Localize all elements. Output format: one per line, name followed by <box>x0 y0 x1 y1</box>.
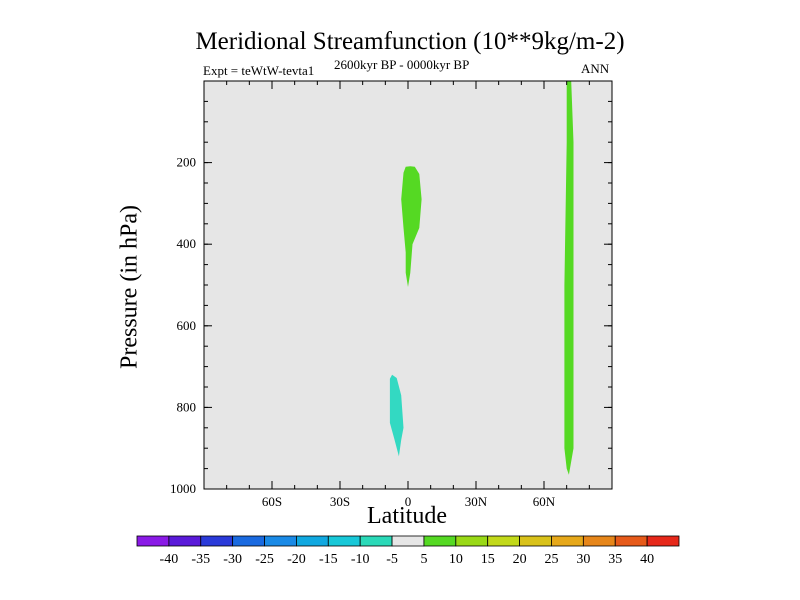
colorbar-box <box>646 535 680 547</box>
colorbar-label: 5 <box>420 552 427 567</box>
colorbar-box <box>200 535 234 547</box>
y-tick-label: 600 <box>177 318 197 333</box>
colorbar-label: 15 <box>481 552 495 567</box>
colorbar-label: -30 <box>223 552 242 567</box>
season-label: ANN <box>581 61 610 76</box>
colorbar-label: 40 <box>640 552 654 567</box>
colorbar-label: -10 <box>351 552 370 567</box>
y-tick-label: 800 <box>177 399 197 414</box>
colorbar-box <box>327 535 361 547</box>
colorbar-label: 25 <box>544 552 558 567</box>
x-tick-label: 60S <box>262 494 282 509</box>
colorbar-box <box>519 535 552 547</box>
y-tick-label: 400 <box>177 236 197 251</box>
period-label: 2600kyr BP - 0000kyr BP <box>334 57 470 72</box>
colorbar-box <box>487 535 520 547</box>
colorbar-box <box>391 535 425 547</box>
colorbar-label: -40 <box>160 552 179 567</box>
colorbar-box <box>168 535 202 547</box>
colorbar-label: -25 <box>255 552 274 567</box>
colorbar-label: -20 <box>287 552 306 567</box>
colorbar-box <box>296 535 329 547</box>
plot-frame <box>203 80 613 490</box>
colorbar-label: -15 <box>319 552 338 567</box>
colorbar-box <box>614 535 648 547</box>
chart-title: Meridional Streamfunction (10**9kg/m-2) <box>195 28 625 55</box>
colorbar-box <box>359 535 393 547</box>
colorbar-box <box>264 535 297 547</box>
x-axis-label: Latitude <box>367 503 447 529</box>
colorbar-box <box>455 535 489 547</box>
colorbar-label: 30 <box>576 552 590 567</box>
colorbar-box <box>551 535 584 547</box>
colorbar-label: 35 <box>608 552 622 567</box>
colorbar-label: -35 <box>191 552 210 567</box>
equatorial-upper-positive-cell <box>401 166 422 287</box>
x-tick-label: 0 <box>405 494 412 509</box>
colorbar-box <box>423 535 457 547</box>
colorbar-box <box>136 535 170 547</box>
y-tick-label: 200 <box>177 155 197 170</box>
north-60-positive-cell <box>564 81 574 475</box>
y-tick-label: 1000 <box>170 481 196 496</box>
y-axis-label: Pressure (in hPa) <box>116 205 143 369</box>
colorbar-label: 10 <box>449 552 463 567</box>
colorbar-box <box>582 535 616 547</box>
x-tick-label: 30S <box>330 494 350 509</box>
colorbar-label: -5 <box>386 552 398 567</box>
colorbar-label: 20 <box>513 552 527 567</box>
experiment-label: Expt = teWtW-tevta1 <box>203 63 315 78</box>
equatorial-lower-negative-cell <box>389 374 404 457</box>
x-tick-label: 60N <box>533 494 556 509</box>
colorbar-box <box>232 535 265 547</box>
x-tick-label: 30N <box>465 494 488 509</box>
